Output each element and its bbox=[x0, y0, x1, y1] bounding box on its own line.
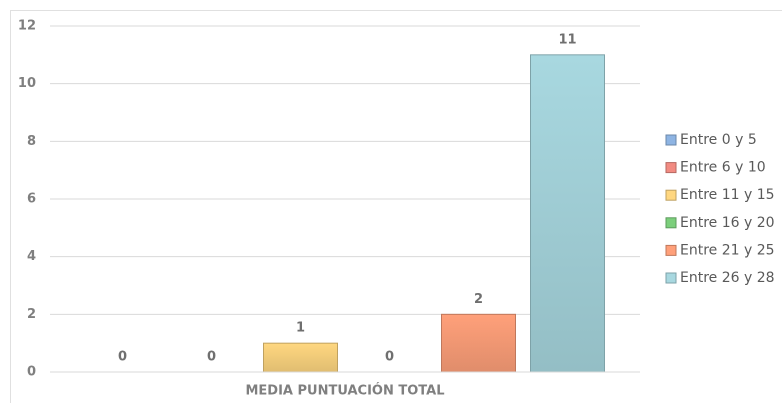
data-label: 0 bbox=[118, 350, 127, 365]
bar bbox=[441, 313, 516, 373]
y-tick-label: 12 bbox=[18, 19, 36, 34]
legend-label: Entre 16 y 20 bbox=[680, 215, 775, 231]
y-tick-label: 0 bbox=[27, 365, 36, 380]
legend-label: Entre 26 y 28 bbox=[680, 270, 775, 286]
chart-frame bbox=[10, 10, 782, 403]
data-label: 1 bbox=[296, 321, 305, 336]
legend-swatch bbox=[665, 162, 677, 174]
legend-label: Entre 21 y 25 bbox=[680, 242, 775, 258]
y-tick-label: 8 bbox=[27, 134, 36, 149]
y-tick-label: 2 bbox=[27, 307, 36, 322]
data-label: 11 bbox=[558, 32, 576, 47]
y-tick-label: 10 bbox=[18, 76, 36, 91]
legend-label: Entre 0 y 5 bbox=[680, 132, 757, 148]
y-tick-label: 6 bbox=[27, 192, 36, 207]
legend-label: Entre 6 y 10 bbox=[680, 160, 766, 176]
legend-swatch bbox=[665, 272, 677, 284]
legend-swatch bbox=[665, 134, 677, 146]
bar bbox=[263, 342, 338, 373]
data-label: 0 bbox=[207, 350, 216, 365]
data-label: 0 bbox=[385, 350, 394, 365]
legend-swatch bbox=[665, 217, 677, 229]
legend-swatch bbox=[665, 244, 677, 256]
x-tick-label: MEDIA PUNTUACIÓN TOTAL bbox=[245, 383, 444, 399]
bar bbox=[530, 54, 605, 373]
y-tick-label: 4 bbox=[27, 249, 36, 264]
data-label: 2 bbox=[474, 292, 483, 307]
legend-label: Entre 11 y 15 bbox=[680, 187, 775, 203]
legend-swatch bbox=[665, 189, 677, 201]
